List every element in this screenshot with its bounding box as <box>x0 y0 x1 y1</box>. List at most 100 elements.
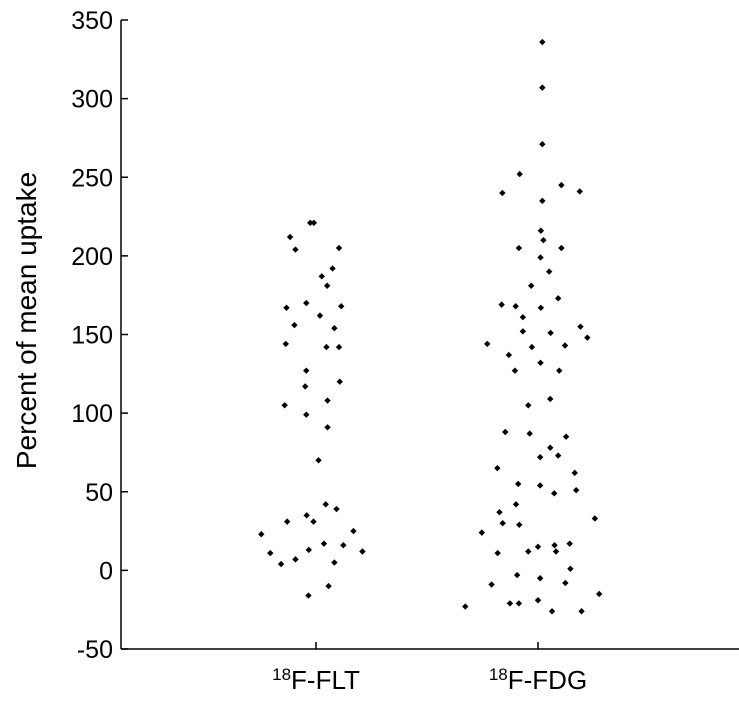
data-point <box>539 198 545 204</box>
data-point <box>515 481 521 487</box>
data-point <box>584 334 590 340</box>
data-point <box>506 352 512 358</box>
data-point <box>325 583 331 589</box>
y-tick-label: -50 <box>77 636 113 664</box>
chart-axes <box>121 20 739 649</box>
data-point <box>333 506 339 512</box>
data-point <box>315 457 321 463</box>
data-point <box>338 303 344 309</box>
data-point <box>329 265 335 271</box>
data-point <box>573 487 579 493</box>
data-point <box>556 367 562 373</box>
data-point <box>514 572 520 578</box>
data-point <box>566 540 572 546</box>
data-point <box>535 597 541 603</box>
data-point <box>539 39 545 45</box>
data-point <box>267 550 273 556</box>
data-point <box>537 482 543 488</box>
data-point <box>496 509 502 515</box>
data-point <box>494 550 500 556</box>
tracer-name: F-FDG <box>508 665 587 695</box>
data-point <box>577 188 583 194</box>
data-point <box>500 520 506 526</box>
data-point <box>331 559 337 565</box>
data-point <box>516 522 522 528</box>
data-point <box>336 344 342 350</box>
data-point <box>336 245 342 251</box>
data-point <box>547 445 553 451</box>
isotope-superscript: 18 <box>272 665 291 684</box>
data-point <box>359 548 365 554</box>
data-point <box>539 141 545 147</box>
data-point <box>292 246 298 252</box>
y-tick-label: 250 <box>71 164 113 192</box>
data-point <box>292 556 298 562</box>
y-tick-label: 350 <box>71 7 113 35</box>
data-point <box>488 581 494 587</box>
data-point <box>291 322 297 328</box>
data-point <box>303 411 309 417</box>
data-point <box>507 600 513 606</box>
y-tick-label: 100 <box>71 400 113 428</box>
data-point <box>502 429 508 435</box>
data-point <box>305 592 311 598</box>
data-point <box>551 542 557 548</box>
data-point <box>537 254 543 260</box>
data-point <box>535 544 541 550</box>
data-point <box>516 600 522 606</box>
data-point <box>555 452 561 458</box>
data-point <box>547 330 553 336</box>
data-point <box>303 300 309 306</box>
data-point <box>323 344 329 350</box>
data-point <box>540 237 546 243</box>
data-point <box>525 402 531 408</box>
data-point <box>498 301 504 307</box>
data-point <box>513 501 519 507</box>
data-point <box>324 283 330 289</box>
tracer-name: F-FLT <box>291 665 360 695</box>
data-point <box>577 323 583 329</box>
data-point <box>546 268 552 274</box>
data-point <box>520 328 526 334</box>
x-category-label: 18F-FLT <box>272 665 360 695</box>
data-point <box>321 540 327 546</box>
data-points <box>258 39 602 615</box>
data-point <box>516 245 522 251</box>
y-tick-label: 150 <box>71 322 113 350</box>
data-point <box>512 367 518 373</box>
data-point <box>340 542 346 548</box>
data-point <box>306 547 312 553</box>
data-point <box>555 295 561 301</box>
data-point <box>549 608 555 614</box>
data-point <box>562 342 568 348</box>
data-point <box>284 518 290 524</box>
data-point <box>283 341 289 347</box>
data-point <box>303 512 309 518</box>
data-point <box>323 501 329 507</box>
isotope-superscript: 18 <box>489 665 508 684</box>
data-point <box>302 383 308 389</box>
x-category-label: 18F-FDG <box>489 665 587 695</box>
data-point <box>287 234 293 240</box>
data-point <box>525 548 531 554</box>
y-axis-title: Percent of mean uptake <box>11 172 42 469</box>
data-point <box>529 344 535 350</box>
data-point <box>572 470 578 476</box>
data-point <box>538 228 544 234</box>
data-point <box>331 325 337 331</box>
y-tick-label: 0 <box>99 557 113 585</box>
y-tick-label: 300 <box>71 86 113 114</box>
data-point <box>553 548 559 554</box>
data-point <box>317 312 323 318</box>
data-point <box>551 490 557 496</box>
x-ticks: 18F-FLT 18F-FDG <box>272 642 587 695</box>
data-point <box>562 580 568 586</box>
y-tick-label: 50 <box>85 479 113 507</box>
data-point <box>558 182 564 188</box>
data-point <box>350 528 356 534</box>
data-point <box>283 305 289 311</box>
data-point <box>311 220 317 226</box>
data-point <box>324 397 330 403</box>
y-ticks: -50 0 50 100 150 200 250 300 350 <box>71 7 128 664</box>
